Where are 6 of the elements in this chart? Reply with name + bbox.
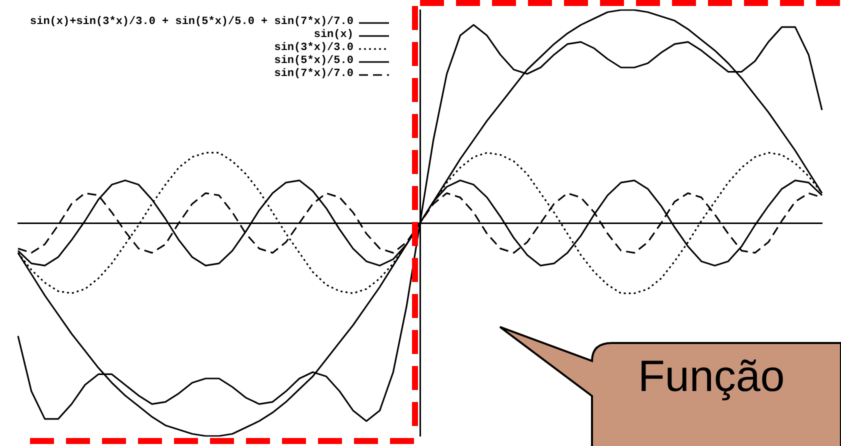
legend-label: sin(3*x)/3.0 xyxy=(274,42,354,55)
annotation: Função xyxy=(638,352,785,402)
legend-label: sin(x)+sin(3*x)/3.0 + sin(5*x)/5.0 + sin(7*x)/7.0 xyxy=(30,16,354,29)
legend-label: sin(7*x)/7.0 xyxy=(274,68,354,81)
legend-label: sin(x) xyxy=(314,29,354,42)
legend-label: sin(5*x)/5.0 xyxy=(274,55,354,68)
